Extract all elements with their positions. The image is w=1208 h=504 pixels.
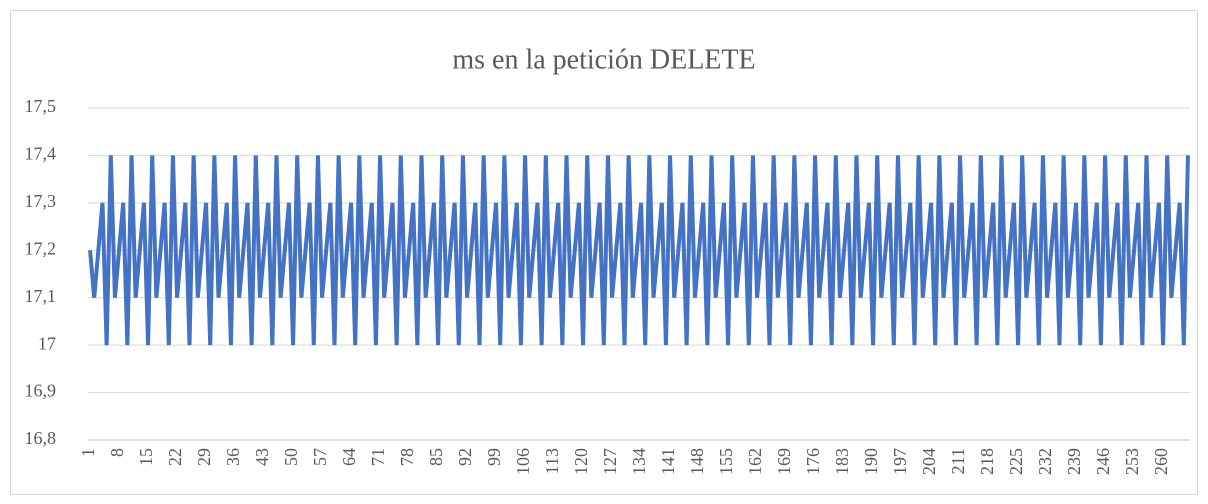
x-tick-label: 57 [310,448,330,466]
x-tick-label: 8 [107,448,127,457]
x-tick-label: 85 [426,448,446,466]
x-tick-label: 127 [600,448,620,475]
x-tick-label: 260 [1151,448,1171,475]
x-tick-label: 36 [223,448,243,466]
x-tick-label: 113 [542,448,562,474]
x-tick-label: 239 [1064,448,1084,475]
x-tick-label: 43 [252,448,272,466]
y-tick-label: 17,3 [25,191,57,211]
x-tick-label: 225 [1006,448,1026,475]
chart-title: ms en la petición DELETE [452,44,755,75]
x-tick-label: 176 [803,448,823,475]
y-tick-label: 17 [38,333,56,353]
line [88,155,1190,346]
y-tick-label: 16,9 [25,381,57,401]
x-tick-label: 232 [1035,448,1055,475]
x-tick-label: 204 [919,448,939,475]
x-tick-label: 197 [890,448,910,475]
y-tick-label: 17,5 [25,96,57,116]
x-tick-label: 190 [861,448,881,475]
y-tick-label: 17,1 [25,286,57,306]
x-tick-label: 253 [1122,448,1142,475]
x-tick-label: 183 [832,448,852,475]
x-tick-label: 1 [78,448,98,457]
x-tick-label: 120 [571,448,591,475]
y-tick-label: 17,4 [25,144,57,164]
x-tick-label: 169 [774,448,794,475]
x-tick-label: 64 [339,448,359,466]
x-tick-label: 148 [687,448,707,475]
x-tick-label: 71 [368,448,388,466]
x-tick-label: 15 [136,448,156,466]
x-tick-label: 92 [455,448,475,466]
y-tick-label: 17,2 [25,238,57,258]
x-tick-label: 218 [977,448,997,475]
x-tick-label: 155 [716,448,736,475]
x-tick-label: 162 [745,448,765,475]
x-tick-label: 99 [484,448,504,466]
x-tick-label: 78 [397,448,417,466]
y-tick-label: 16,8 [25,428,57,448]
x-tick-label: 106 [513,448,533,475]
x-tick-label: 141 [658,448,678,475]
x-tick-label: 134 [629,448,649,475]
x-tick-label: 246 [1093,448,1113,475]
x-tick-label: 29 [194,448,214,466]
x-tick-label: 22 [165,448,185,466]
x-tick-label: 211 [948,448,968,474]
x-tick-label: 50 [281,448,301,466]
